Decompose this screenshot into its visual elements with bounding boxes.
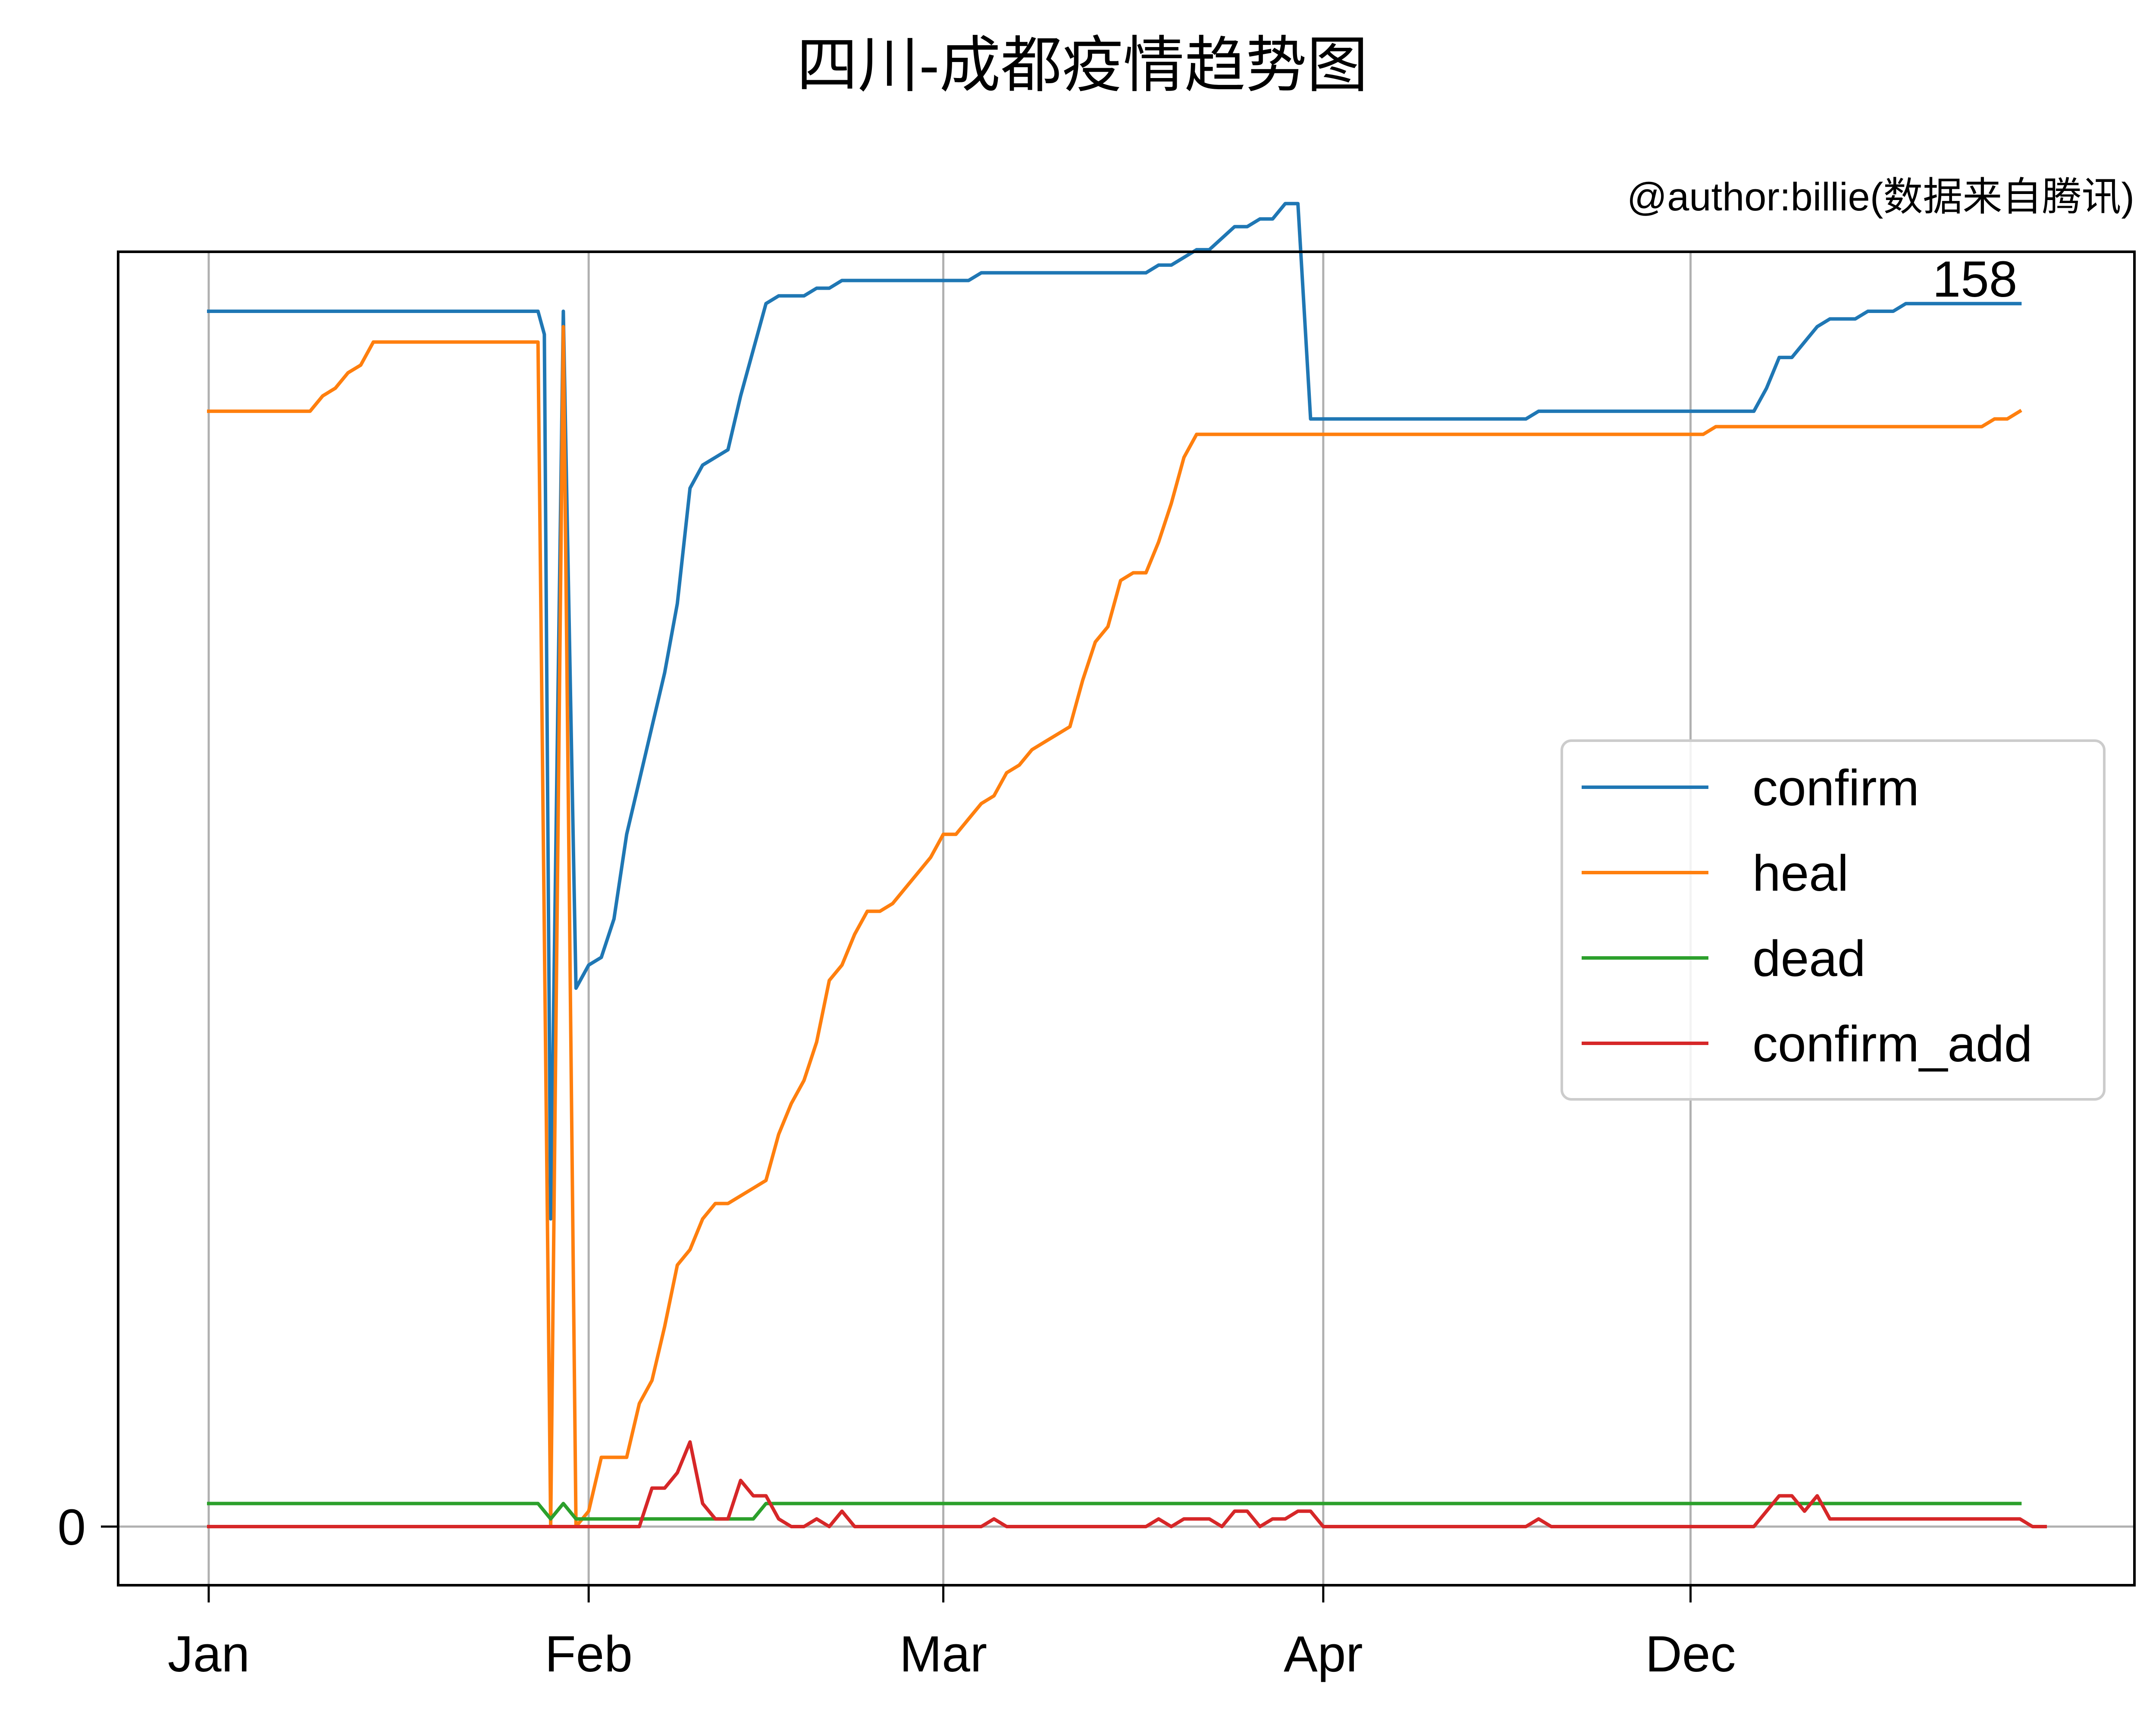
legend-label-confirm-add: confirm_add: [1752, 1016, 2032, 1073]
legend-label-confirm: confirm: [1752, 760, 1919, 817]
plot-frame: [117, 250, 2136, 1587]
x-tick-label: Dec: [1645, 1626, 1736, 1683]
x-tick-label: Mar: [899, 1626, 987, 1683]
legend-box: [1561, 739, 2106, 1101]
series-line-heal: [207, 325, 2022, 1528]
series-line-confirm: [207, 202, 2022, 1221]
chart-subtitle: @author:billie(数据来自腾讯): [1627, 175, 2134, 219]
legend: confirm heal dead confirm_add: [1561, 739, 2106, 1101]
last-value-annotation: 158: [1933, 251, 2018, 308]
x-tick-label: Jan: [168, 1626, 250, 1683]
series-line-dead: [207, 1502, 2022, 1521]
legend-label-dead: dead: [1752, 930, 1866, 987]
x-tick-label: Feb: [545, 1626, 633, 1683]
y-axis: 0: [57, 1499, 118, 1556]
chart-title: 四川-成都疫情趋势图: [796, 31, 1368, 100]
series-line-confirm-add: [207, 1440, 2047, 1528]
legend-items: confirm heal dead confirm_add: [1582, 760, 2032, 1073]
x-tick-label: Apr: [1284, 1626, 1363, 1683]
series-lines: [207, 202, 2047, 1528]
legend-label-heal: heal: [1752, 845, 1849, 902]
x-axis: Jan Feb Mar Apr Dec: [168, 1585, 1736, 1683]
y-tick-label: 0: [57, 1499, 86, 1556]
